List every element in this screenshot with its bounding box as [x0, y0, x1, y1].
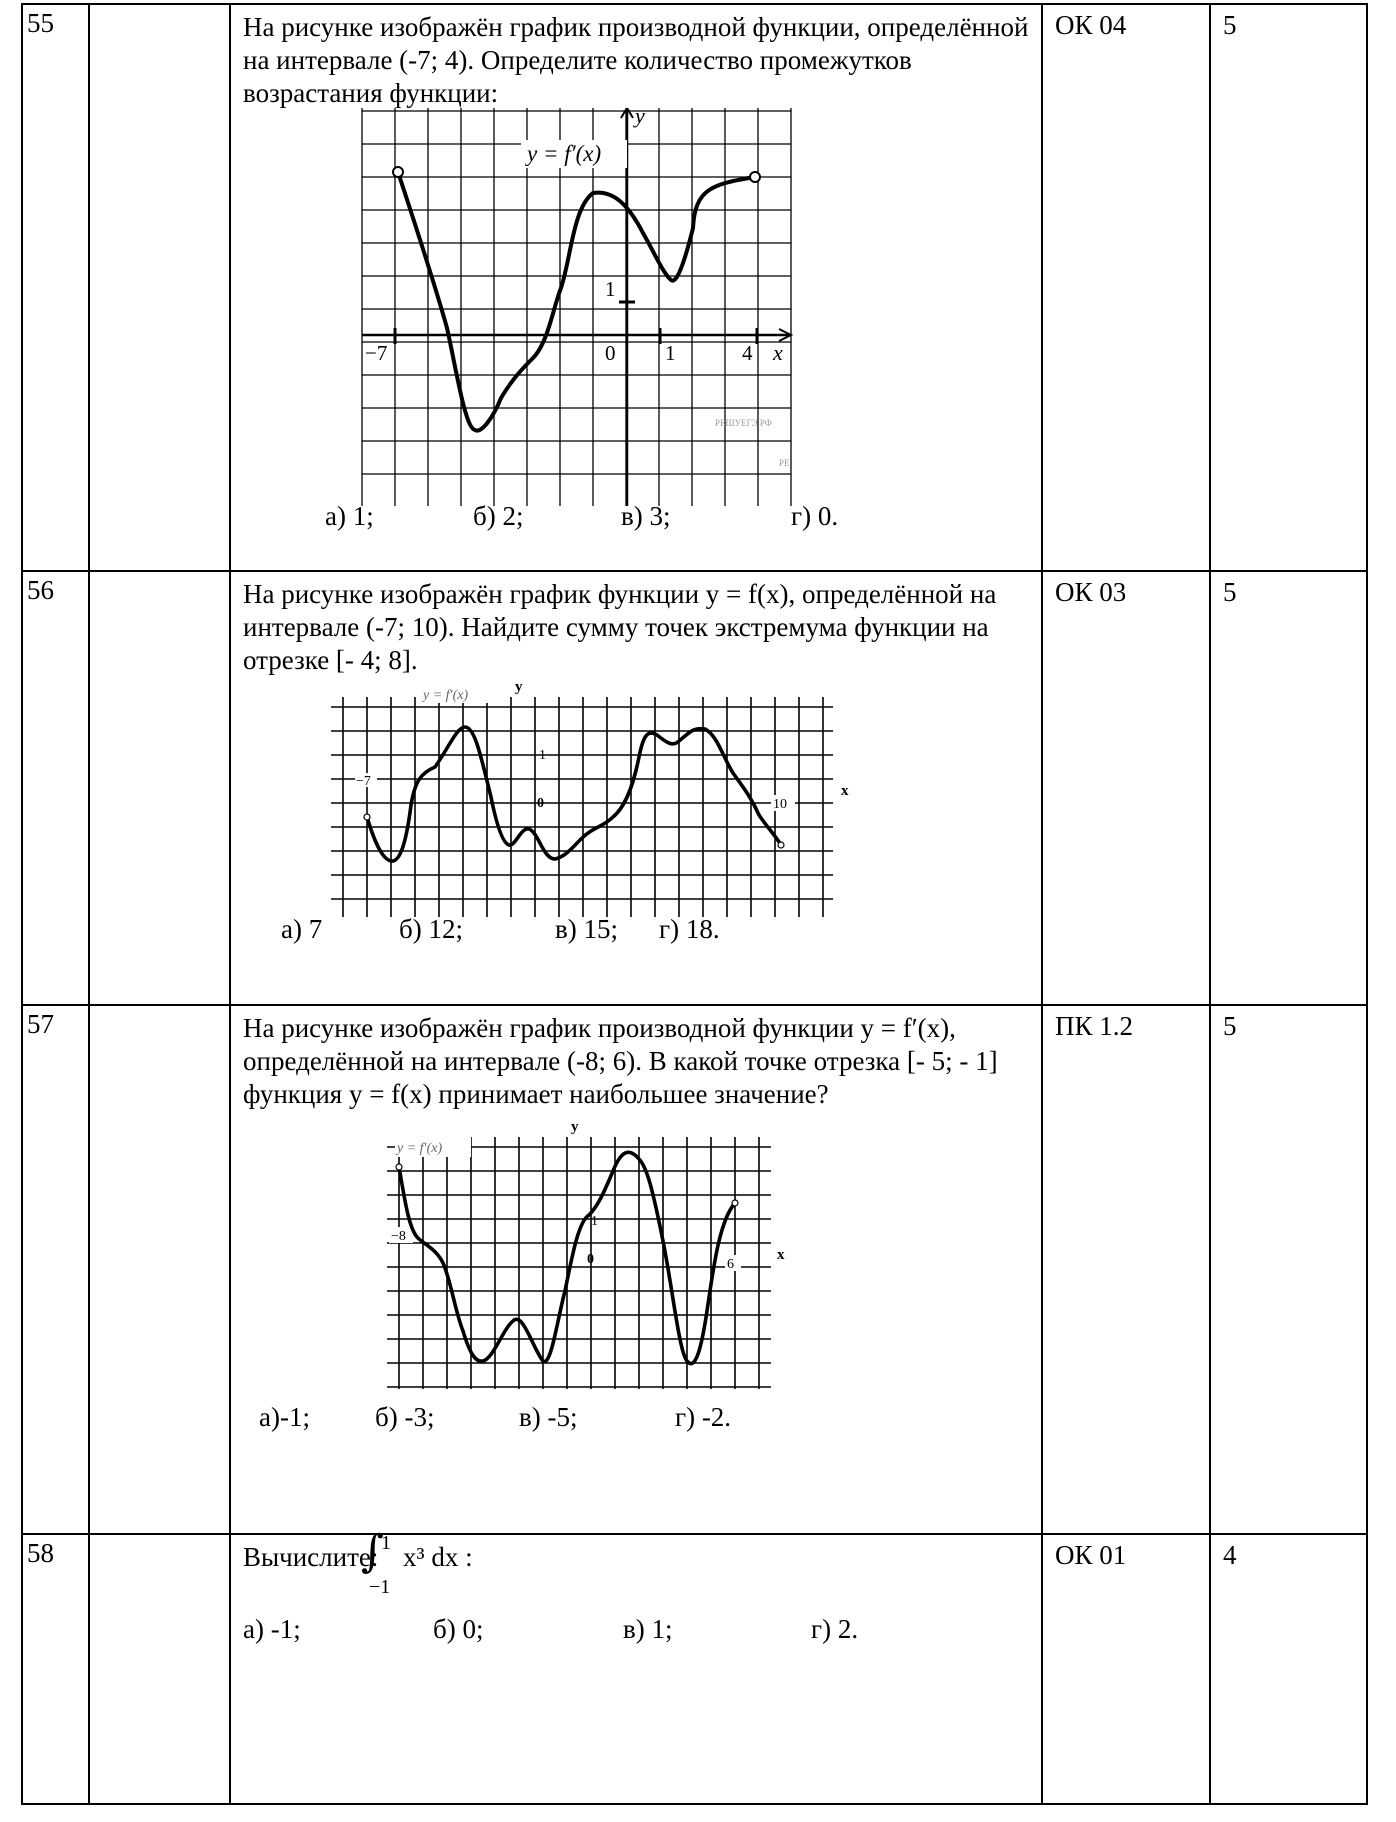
integral-sign: ∫ — [361, 1526, 384, 1577]
tick-label: 1 — [605, 277, 616, 301]
tick-label: 0 — [587, 1252, 594, 1267]
answer-option: а)-1; — [259, 1402, 310, 1432]
task-number: 56 — [21, 570, 90, 1006]
tick-label: 1 — [539, 748, 546, 763]
graph-y-label: y — [633, 108, 645, 128]
tasks-table: 55 На рисунке изображён график производн… — [21, 3, 1368, 1805]
question-text: Вычислите: — [243, 1542, 379, 1572]
function-graph: y = f′(x) y x −7 10 1 0 — [331, 679, 849, 917]
answer-option: г) 0. — [791, 501, 839, 531]
points: 5 — [1209, 3, 1368, 572]
tick-label: −8 — [391, 1229, 406, 1244]
tick-label: 0 — [605, 341, 616, 365]
graph-func-label: y = f′(x) — [525, 141, 601, 166]
graph-x-label: x — [777, 1247, 785, 1263]
graph-y-label: y — [515, 679, 523, 695]
answer-option: б) 2; — [473, 501, 524, 531]
competency-code: ОК 01 — [1041, 1533, 1211, 1805]
task-number: 57 — [21, 1004, 90, 1535]
graph-y-label: y — [571, 1119, 579, 1135]
table-row: 56 На рисунке изображён график функции y… — [21, 570, 1368, 1006]
points: 5 — [1209, 570, 1368, 1006]
points: 5 — [1209, 1004, 1368, 1535]
competency-code: ОК 04 — [1041, 3, 1211, 572]
tick-label: 1 — [591, 1214, 598, 1229]
answer-option: г) 2. — [811, 1614, 859, 1644]
integral-lower-limit: −1 — [369, 1576, 391, 1598]
answer-option: б) -3; — [375, 1402, 435, 1432]
graph-func-label: y = f′(x) — [395, 1141, 442, 1156]
tick-label: 0 — [537, 796, 544, 811]
watermark: РЕ — [779, 458, 790, 468]
answer-option: б) 0; — [433, 1614, 484, 1644]
empty-cell — [88, 1004, 231, 1535]
empty-cell — [88, 570, 231, 1006]
derivative-graph: y = f′(x) y x −7 0 1 4 1 РЕШУЕГЭ.РФ РЕ — [319, 108, 939, 538]
answer-option: г) -2. — [675, 1402, 732, 1432]
answer-option: в) 3; — [621, 501, 671, 531]
task-number: 58 — [21, 1533, 90, 1805]
question-cell: На рисунке изображён график производной … — [229, 1004, 1043, 1535]
answer-option: б) 12; — [399, 914, 463, 944]
answer-option: в) 1; — [623, 1614, 673, 1644]
question-text: На рисунке изображён график функции y = … — [243, 579, 997, 675]
tick-label: 6 — [727, 1257, 734, 1272]
question-cell: На рисунке изображён график производной … — [229, 3, 1043, 572]
empty-cell — [88, 1533, 231, 1805]
answer-option: в) 15; — [555, 914, 618, 944]
integral-upper-limit: 1 — [381, 1532, 391, 1554]
answer-option: г) 18. — [659, 914, 720, 944]
answer-option: а) -1; — [243, 1614, 301, 1644]
answer-option: а) 1; — [325, 501, 374, 531]
empty-cell — [88, 3, 231, 572]
answer-option: в) -5; — [519, 1402, 578, 1432]
integral-expression: Вычислите: ∫ 1 −1 x³ dx : — [243, 1530, 1033, 1601]
question-cell: На рисунке изображён график функции y = … — [229, 570, 1043, 1006]
integrand: x³ dx : — [403, 1542, 473, 1572]
tick-label: 10 — [773, 797, 787, 812]
tick-label: 4 — [742, 341, 753, 365]
points: 4 — [1209, 1533, 1368, 1805]
graph-x-label: x — [841, 783, 849, 799]
answer-option: а) 7 — [281, 914, 323, 944]
tick-label: −7 — [365, 341, 387, 365]
table-row: 55 На рисунке изображён график производн… — [21, 3, 1368, 572]
watermark: РЕШУЕГЭ.РФ — [715, 418, 772, 428]
graph-func-label: y = f′(x) — [421, 688, 468, 703]
tick-label: −7 — [356, 774, 371, 789]
task-number: 55 — [21, 3, 90, 572]
derivative-graph: y = f′(x) y x −8 6 1 0 — [243, 1119, 1033, 1411]
competency-code: ПК 1.2 — [1041, 1004, 1211, 1535]
tick-label: 1 — [665, 341, 676, 365]
table-row: 58 Вычислите: ∫ 1 −1 x³ dx : а) -1; б) 0… — [21, 1530, 1368, 1805]
question-cell: Вычислите: ∫ 1 −1 x³ dx : а) -1; б) 0; в… — [229, 1530, 1043, 1805]
competency-code: ОК 03 — [1041, 570, 1211, 1006]
graph-x-label: x — [772, 340, 783, 365]
question-text: На рисунке изображён график производной … — [243, 1013, 998, 1109]
table-row: 57 На рисунке изображён график производн… — [21, 1004, 1368, 1535]
question-text: На рисунке изображён график производной … — [243, 12, 1029, 108]
